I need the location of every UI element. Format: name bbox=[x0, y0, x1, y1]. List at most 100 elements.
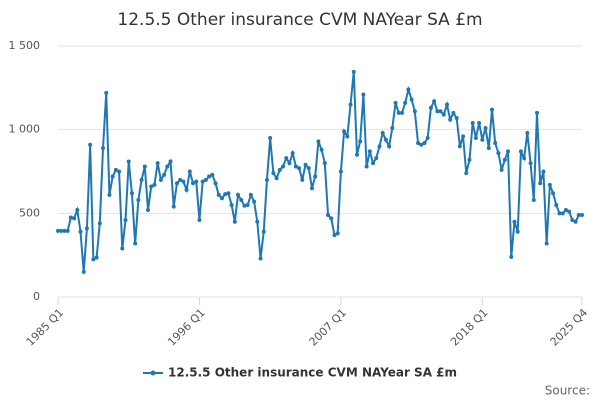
point bbox=[252, 199, 257, 204]
point bbox=[522, 156, 527, 161]
point bbox=[409, 97, 414, 102]
point bbox=[371, 161, 376, 166]
point bbox=[255, 219, 260, 224]
point bbox=[178, 177, 183, 182]
point bbox=[441, 112, 446, 117]
point bbox=[570, 218, 575, 223]
point bbox=[461, 134, 466, 139]
point bbox=[422, 141, 427, 146]
point bbox=[560, 211, 565, 216]
point bbox=[342, 129, 347, 134]
point bbox=[248, 192, 253, 197]
point bbox=[403, 100, 408, 105]
point bbox=[268, 136, 273, 141]
point bbox=[281, 164, 286, 169]
point bbox=[97, 221, 102, 226]
point bbox=[383, 137, 388, 142]
point bbox=[213, 181, 218, 186]
point bbox=[486, 146, 491, 151]
point bbox=[264, 177, 269, 182]
point bbox=[81, 269, 86, 274]
point bbox=[567, 209, 572, 214]
point bbox=[477, 120, 482, 125]
point bbox=[454, 115, 459, 120]
point bbox=[242, 203, 247, 208]
point bbox=[245, 202, 250, 207]
point bbox=[326, 213, 331, 218]
point bbox=[547, 182, 552, 187]
point bbox=[309, 186, 314, 191]
x-tick-label: 2007 Q1 bbox=[307, 306, 350, 349]
point bbox=[493, 141, 498, 146]
point bbox=[123, 218, 128, 223]
point bbox=[467, 157, 472, 162]
point bbox=[300, 177, 305, 182]
point bbox=[393, 100, 398, 105]
point bbox=[557, 211, 562, 216]
point bbox=[361, 92, 366, 97]
point bbox=[563, 207, 568, 212]
point bbox=[496, 151, 501, 156]
point bbox=[133, 241, 138, 246]
point bbox=[473, 136, 478, 141]
point bbox=[544, 241, 549, 246]
point bbox=[528, 161, 533, 166]
point bbox=[293, 164, 298, 169]
point bbox=[107, 192, 112, 197]
point bbox=[207, 174, 212, 179]
point bbox=[322, 161, 327, 166]
point bbox=[541, 169, 546, 174]
point bbox=[432, 99, 437, 104]
point bbox=[380, 131, 385, 136]
x-tick-label: 2025 Q4 bbox=[548, 306, 591, 349]
point bbox=[396, 110, 401, 115]
point bbox=[580, 213, 584, 218]
point bbox=[387, 144, 392, 149]
point bbox=[303, 162, 308, 167]
y-tick-label: 500 bbox=[19, 206, 40, 219]
point bbox=[59, 228, 64, 233]
point bbox=[345, 134, 350, 139]
y-tick-label: 1 000 bbox=[9, 123, 41, 136]
point bbox=[358, 139, 363, 144]
point bbox=[525, 131, 530, 136]
point bbox=[399, 110, 404, 115]
point bbox=[348, 102, 353, 107]
point bbox=[287, 161, 292, 166]
chart-title: 12.5.5 Other insurance CVM NAYear SA £m bbox=[117, 10, 482, 30]
point bbox=[538, 181, 543, 186]
point bbox=[470, 120, 475, 125]
point bbox=[534, 110, 539, 115]
point bbox=[274, 176, 279, 181]
point bbox=[377, 144, 382, 149]
point bbox=[573, 219, 578, 224]
point bbox=[219, 196, 224, 201]
point bbox=[232, 219, 237, 224]
point bbox=[187, 169, 192, 174]
point bbox=[483, 125, 488, 130]
point bbox=[425, 136, 430, 141]
point bbox=[290, 151, 295, 156]
point bbox=[110, 174, 115, 179]
source: Source: bbox=[545, 384, 590, 398]
point bbox=[136, 197, 141, 202]
point bbox=[56, 228, 60, 233]
point bbox=[62, 228, 67, 233]
point bbox=[91, 257, 96, 262]
point bbox=[464, 171, 469, 176]
x-tick-label: 1996 Q1 bbox=[165, 306, 208, 349]
point bbox=[351, 69, 356, 74]
point bbox=[94, 255, 99, 260]
point bbox=[200, 179, 205, 184]
point bbox=[406, 87, 411, 92]
point bbox=[531, 197, 536, 202]
point bbox=[261, 229, 266, 234]
point bbox=[126, 159, 131, 164]
y-tick-label: 1 500 bbox=[9, 39, 41, 52]
point bbox=[316, 139, 321, 144]
point bbox=[129, 191, 134, 196]
point bbox=[506, 149, 511, 154]
point bbox=[194, 179, 199, 184]
point bbox=[354, 152, 359, 157]
point bbox=[329, 216, 334, 221]
